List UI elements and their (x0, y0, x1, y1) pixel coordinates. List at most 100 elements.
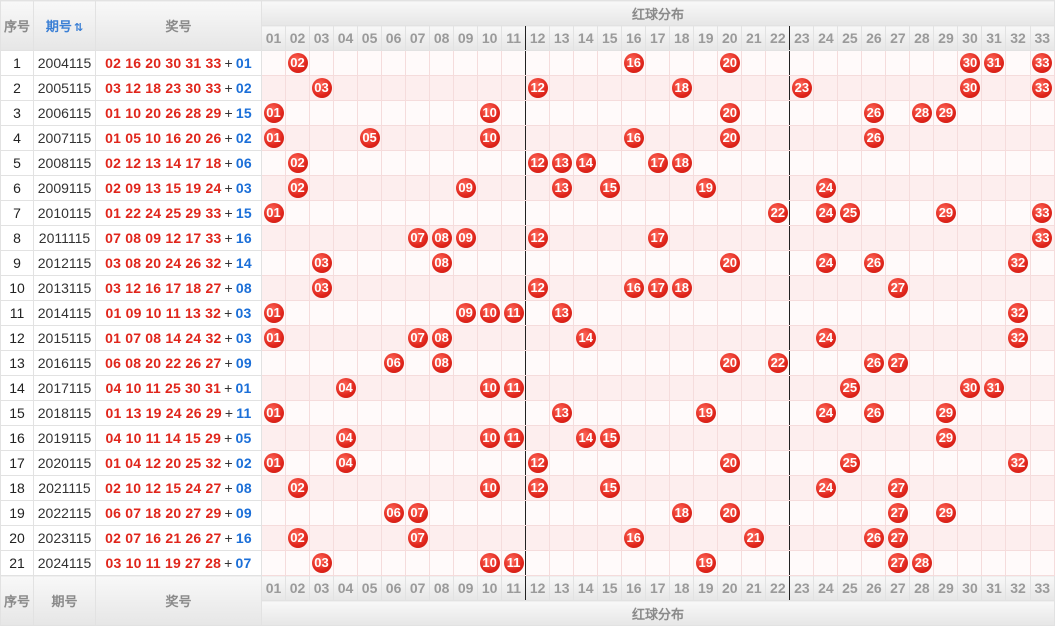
column-footer-08: 08 (429, 575, 455, 601)
distribution-cell (1029, 300, 1055, 326)
column-header-32: 32 (1005, 25, 1031, 51)
distribution-cell (885, 50, 911, 76)
distribution-cell (573, 225, 599, 251)
column-header-11: 11 (501, 25, 527, 51)
distribution-cell (789, 475, 815, 501)
red-ball-marker: 04 (335, 378, 356, 398)
distribution-cell: 11 (501, 550, 527, 576)
red-numbers: 04 10 11 14 15 29 (105, 430, 222, 446)
distribution-cell (573, 500, 599, 526)
column-footer-29: 29 (933, 575, 959, 601)
distribution-cell (477, 350, 503, 376)
distribution-cell (693, 500, 719, 526)
sort-icon[interactable]: ⇅ (73, 22, 84, 34)
distribution-cell (741, 350, 767, 376)
distribution-cell (1029, 450, 1055, 476)
distribution-cell: 11 (501, 300, 527, 326)
footer-number-row: 序号 期号 奖号 01 02 03 04 05 06 07 08 09 10 11 12 13 14 15 1… (0, 575, 1055, 626)
plus-sign: + (224, 430, 233, 446)
distribution-cell (981, 175, 1007, 201)
red-ball-marker: 29 (935, 428, 956, 448)
distribution-cell: 28 (909, 100, 935, 126)
distribution-cell (381, 400, 407, 426)
distribution-cell (285, 450, 311, 476)
red-ball-marker: 30 (959, 78, 980, 98)
distribution-cell (693, 250, 719, 276)
distribution-cell (717, 75, 743, 101)
plus-sign: + (224, 180, 233, 196)
plus-sign: + (224, 155, 233, 171)
distribution-cell (573, 350, 599, 376)
distribution-cell: 12 (525, 150, 551, 176)
distribution-cell (837, 325, 863, 351)
distribution-cell (333, 225, 359, 251)
distribution-cell (693, 150, 719, 176)
red-ball-marker: 10 (479, 478, 500, 498)
distribution-cell: 01 (260, 325, 287, 351)
period-header[interactable]: 期号 ⇅ (33, 0, 96, 51)
red-ball-marker: 20 (719, 503, 740, 523)
period-footer: 期号 (33, 575, 96, 626)
column-header-26: 26 (861, 25, 887, 51)
distribution-cell (813, 500, 839, 526)
red-ball-marker: 11 (503, 303, 524, 323)
red-ball-marker: 30 (959, 378, 980, 398)
row-period: 2018115 (33, 400, 96, 426)
distribution-cell (573, 125, 599, 151)
blue-number: 02 (235, 80, 252, 96)
distribution-cell (477, 50, 503, 76)
distribution-cell (309, 350, 335, 376)
distribution-cell (717, 325, 743, 351)
distribution-cell (957, 550, 983, 576)
blue-number: 08 (235, 480, 252, 496)
draw-row: 11 2014115 01 09 10 11 13 32 +03 01 09 10 11 13 3… (0, 300, 1055, 326)
distribution-cell (1029, 250, 1055, 276)
distribution-cell (285, 225, 311, 251)
red-ball-marker: 27 (887, 503, 908, 523)
distribution-cell (885, 325, 911, 351)
distribution-cell (885, 300, 911, 326)
row-index: 7 (0, 200, 34, 226)
distribution-cell (309, 375, 335, 401)
row-index: 17 (0, 450, 34, 476)
plus-sign: + (224, 480, 233, 496)
distribution-cell (260, 525, 287, 551)
distribution-cell (429, 175, 455, 201)
row-index: 19 (0, 500, 34, 526)
red-ball-marker: 06 (383, 353, 404, 373)
distribution-cell (381, 475, 407, 501)
distribution-cell (285, 250, 311, 276)
distribution-cell (405, 50, 431, 76)
red-ball-marker: 14 (575, 328, 596, 348)
distribution-cell (693, 225, 719, 251)
distribution-cell (909, 375, 935, 401)
distribution-cell (957, 475, 983, 501)
index-footer: 序号 (0, 575, 34, 626)
distribution-cell (789, 375, 815, 401)
distribution-cell (597, 525, 623, 551)
column-footer-12: 12 (525, 575, 551, 601)
distribution-cell (645, 450, 671, 476)
column-header-33: 33 (1029, 25, 1055, 51)
distribution-cell (333, 150, 359, 176)
column-footer-03: 03 (309, 575, 335, 601)
red-ball-marker: 10 (479, 128, 500, 148)
red-ball-marker: 32 (1007, 328, 1028, 348)
distribution-cell (909, 225, 935, 251)
distribution-cell (813, 300, 839, 326)
red-ball-marker: 18 (671, 503, 692, 523)
distribution-cell (837, 550, 863, 576)
row-prize-numbers: 07 08 09 12 17 33 +16 (95, 225, 262, 251)
blue-number: 08 (235, 280, 252, 296)
distribution-cell (789, 525, 815, 551)
row-prize-numbers: 03 08 20 24 26 32 +14 (95, 250, 262, 276)
distribution-cell (789, 550, 815, 576)
column-footer-14: 14 (573, 575, 599, 601)
distribution-cell: 04 (333, 450, 359, 476)
distribution-cell (333, 250, 359, 276)
distribution-cell (525, 400, 551, 426)
distribution-cell (933, 550, 959, 576)
distribution-cell: 18 (669, 500, 695, 526)
red-ball-marker: 28 (911, 103, 932, 123)
